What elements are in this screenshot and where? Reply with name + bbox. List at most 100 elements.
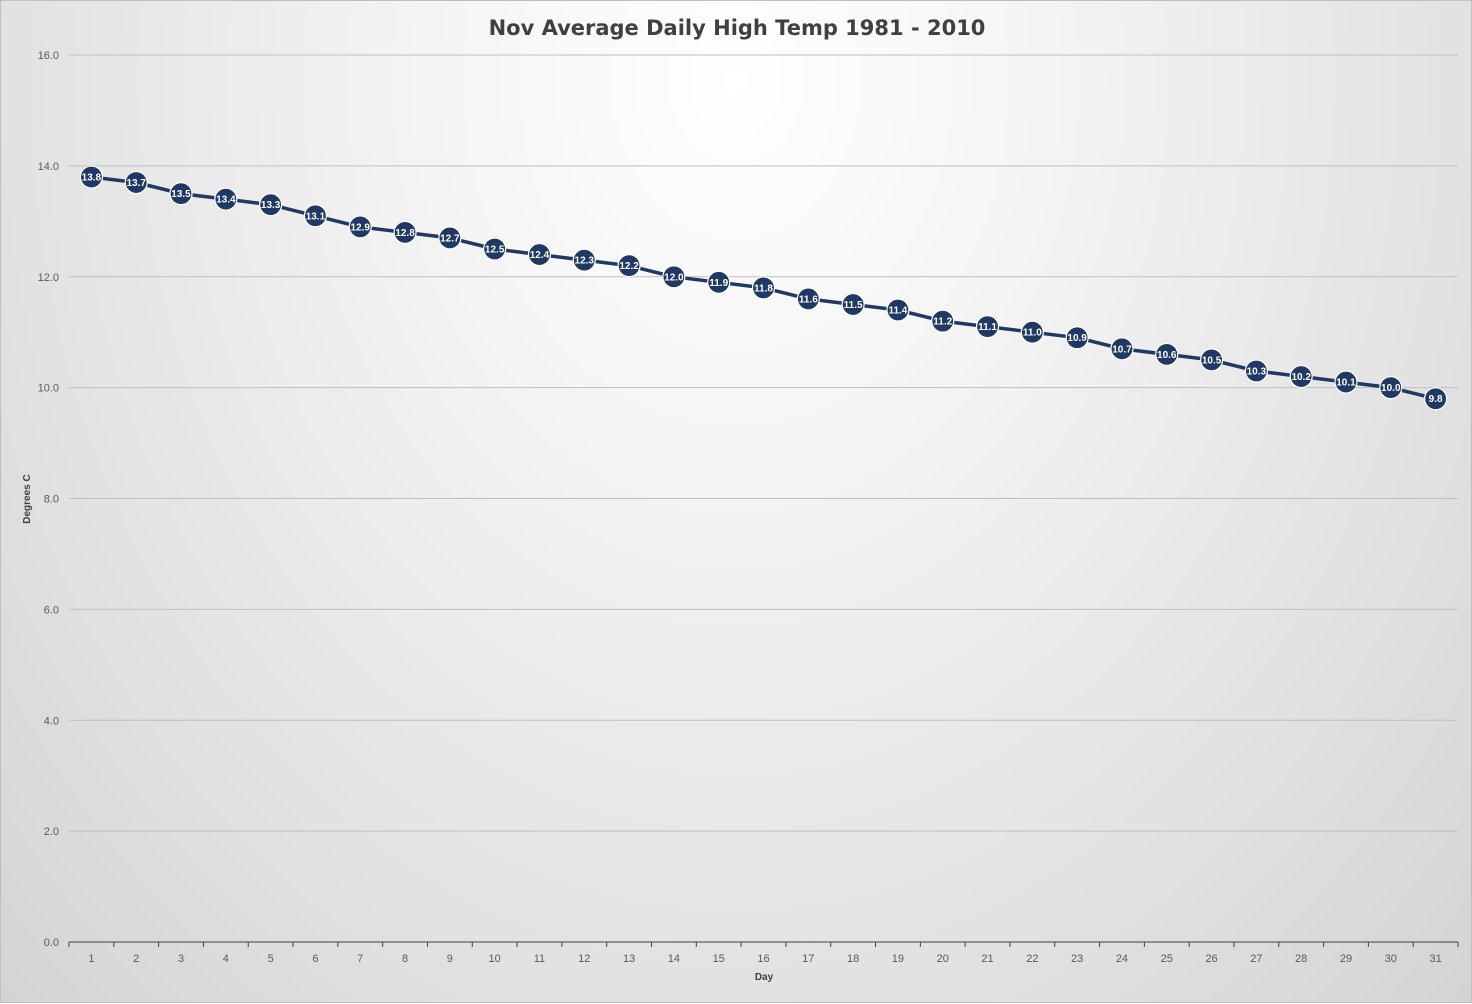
x-tick-label: 25 [1161,953,1173,965]
y-tick-label: 8.0 [44,494,59,506]
data-point [1199,348,1224,372]
x-tick-label: 18 [847,953,859,965]
data-point [124,170,148,195]
data-label: 13.3 [261,200,281,211]
data-label: 9.8 [1429,394,1443,405]
data-point [751,276,776,300]
x-tick-label: 27 [1250,953,1262,965]
x-tick-label: 21 [981,953,993,965]
data-label: 10.3 [1247,366,1267,377]
y-tick-label: 0.0 [44,937,59,949]
data-label: 11.8 [754,283,773,294]
data-label: 12.7 [440,233,460,244]
x-tick-label: 2 [133,953,139,965]
x-tick-label: 26 [1205,953,1217,965]
data-point [169,181,193,206]
data-label: 13.8 [82,172,102,183]
x-tick-label: 3 [178,953,184,965]
data-point [931,309,955,333]
x-tick-label: 16 [757,953,769,965]
data-label: 11.0 [1023,328,1042,339]
x-tick-label: 28 [1295,953,1307,965]
data-label: 13.7 [126,178,146,189]
x-tick-label: 6 [312,953,318,965]
data-label: 11.9 [709,278,728,289]
data-point [1065,326,1089,350]
x-tick-label: 8 [402,953,408,965]
x-tick-label: 14 [668,953,680,965]
x-tick-label: 29 [1340,953,1352,965]
data-point [527,242,552,267]
data-point [393,220,417,244]
data-label: 12.2 [619,261,639,272]
y-axis-label: Degrees C [22,474,33,523]
data-point [841,292,865,317]
data-label: 10.0 [1381,383,1401,394]
data-label: 12.4 [530,250,550,261]
data-point [707,270,731,294]
y-tick-label: 4.0 [44,715,59,727]
data-point [214,187,238,211]
data-point [1155,342,1179,366]
data-point [303,204,328,228]
x-tick-label: 12 [578,953,590,965]
data-label: 10.6 [1157,350,1177,361]
data-point [1423,387,1448,411]
data-point [1289,364,1313,389]
data-label: 10.7 [1112,344,1132,355]
data-label: 12.5 [485,245,505,256]
data-point [79,165,104,189]
data-label: 13.4 [216,195,236,206]
y-tick-label: 14.0 [38,161,59,173]
data-point [1110,337,1134,361]
data-label: 11.1 [978,322,997,333]
y-tick-label: 2.0 [44,826,59,838]
data-point [1244,359,1268,383]
y-tick-label: 16.0 [38,50,59,62]
x-axis [68,941,1459,947]
data-point [1334,370,1358,394]
x-tick-label: 7 [357,953,363,965]
data-label: 12.0 [664,272,684,283]
data-label: 10.5 [1202,355,1222,366]
data-point [975,315,1000,339]
x-tick-label: 4 [223,953,229,965]
data-label: 11.2 [933,317,952,328]
x-tick-label: 17 [802,953,814,965]
data-label: 11.5 [844,300,863,311]
data-points: 13.8 13.7 13.5 13.4 13.3 13.1 12.9 12.8 12.7 12.5… [79,165,1448,411]
data-point [796,287,820,311]
x-tick-label: 23 [1071,953,1083,965]
data-label: 12.3 [575,256,595,267]
data-point [483,237,507,261]
data-label: 12.8 [395,228,415,239]
x-tick-label: 11 [534,953,545,965]
y-tick-label: 12.0 [38,272,59,284]
x-tick-label: 10 [489,953,501,965]
data-label: 10.2 [1291,372,1311,383]
x-tick-label: 1 [88,953,94,965]
data-label: 10.1 [1336,378,1356,389]
x-tick-label: 31 [1429,953,1441,965]
x-tick-label: 13 [623,953,635,965]
x-axis-label: Day [755,972,774,983]
x-tick-label: 22 [1026,953,1038,965]
data-label: 10.9 [1067,333,1087,344]
data-point [572,248,596,272]
x-tick-label: 19 [892,953,904,965]
x-tick-label: 15 [713,953,725,965]
data-point [259,193,283,217]
data-label: 11.4 [888,306,907,317]
data-point [886,298,910,322]
data-point [617,254,641,278]
x-tick-label: 9 [447,953,453,965]
x-tick-label: 5 [268,953,274,965]
gridlines [69,54,1458,832]
data-label: 12.9 [351,222,371,233]
data-point [1020,320,1044,344]
data-label: 13.1 [306,211,326,222]
y-axis-ticks: 0.0 2.0 4.0 6.0 8.0 10.0 12.0 14.0 16.0 [38,50,59,949]
data-point [1379,376,1403,400]
